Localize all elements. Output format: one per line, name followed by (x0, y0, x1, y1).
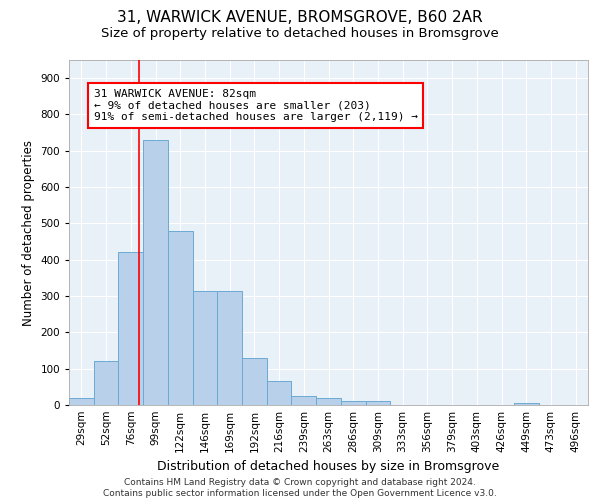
Bar (168, 230, 193, 405)
Text: Contains HM Land Registry data © Crown copyright and database right 2024.
Contai: Contains HM Land Registry data © Crown c… (103, 478, 497, 498)
Text: 31 WARWICK AVENUE: 82sqm
← 9% of detached houses are smaller (203)
91% of semi-d: 31 WARWICK AVENUE: 82sqm ← 9% of detache… (94, 89, 418, 122)
Bar (217, 290, 242, 405)
Bar (267, 382, 292, 405)
Text: 31, WARWICK AVENUE, BROMSGROVE, B60 2AR: 31, WARWICK AVENUE, BROMSGROVE, B60 2AR (117, 10, 483, 25)
Bar (242, 358, 267, 405)
Bar (514, 403, 539, 405)
Bar (316, 398, 341, 405)
Bar (118, 252, 143, 405)
Bar (94, 362, 118, 405)
Bar (143, 140, 168, 405)
Bar (365, 402, 390, 405)
Bar (341, 402, 365, 405)
X-axis label: Distribution of detached houses by size in Bromsgrove: Distribution of detached houses by size … (157, 460, 500, 473)
Bar (69, 398, 94, 405)
Bar (292, 396, 316, 405)
Bar (193, 290, 217, 405)
Y-axis label: Number of detached properties: Number of detached properties (22, 140, 35, 326)
Text: Size of property relative to detached houses in Bromsgrove: Size of property relative to detached ho… (101, 28, 499, 40)
